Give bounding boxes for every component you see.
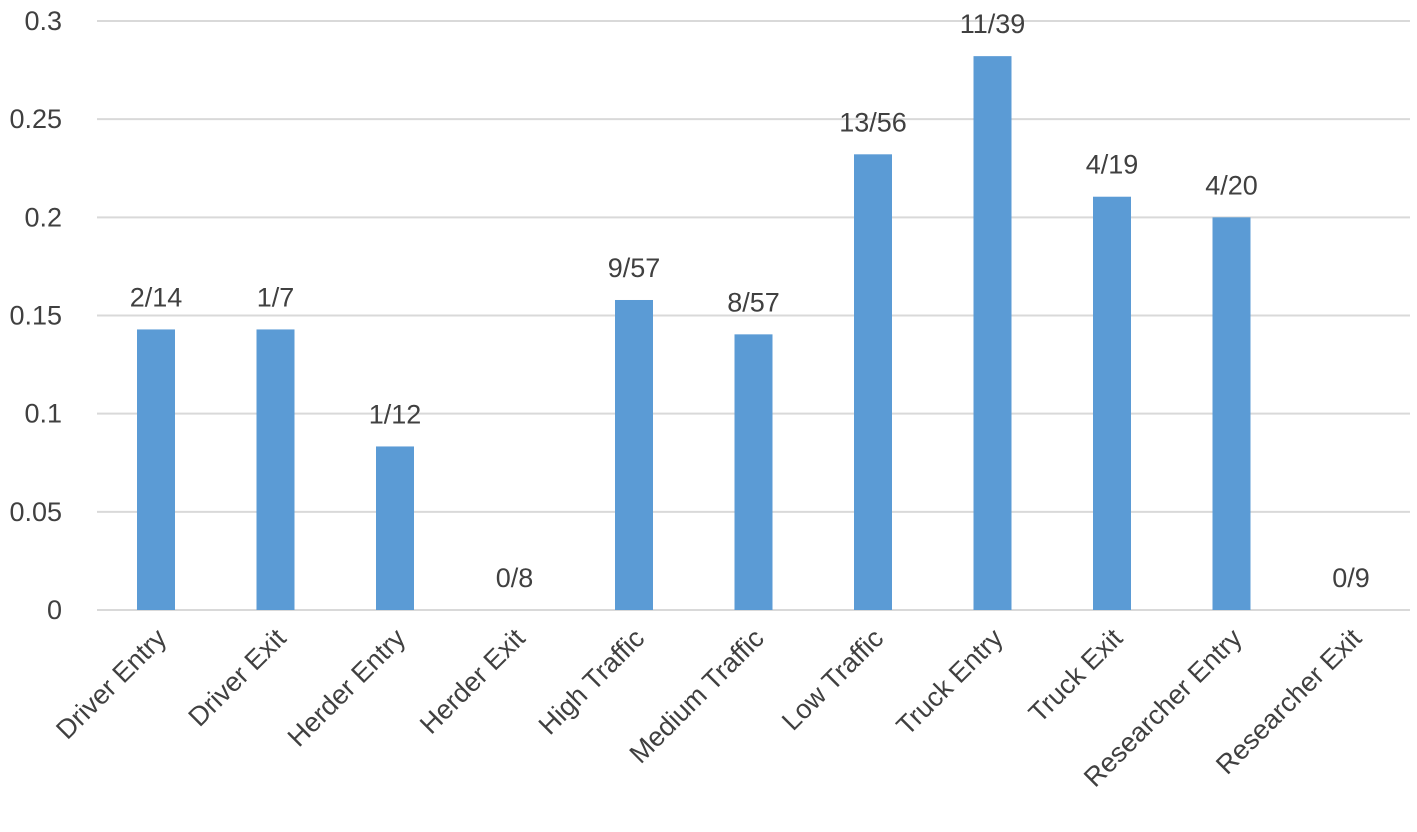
data-label: 0/8 <box>496 563 534 593</box>
category-label: High Traffic <box>533 623 650 740</box>
data-label: 1/12 <box>369 399 422 429</box>
y-tick-label: 0.15 <box>9 301 62 331</box>
y-axis-tick-labels: 0 0.05 0.1 0.15 0.2 0.25 0.3 <box>9 6 62 625</box>
bar <box>973 56 1012 610</box>
data-label: 11/39 <box>960 9 1026 39</box>
data-label: 4/20 <box>1205 170 1258 200</box>
bar <box>1212 217 1251 611</box>
bar <box>1093 196 1131 611</box>
bar <box>734 334 773 610</box>
y-tick-label: 0.1 <box>24 399 62 429</box>
bar <box>854 154 892 610</box>
bars <box>137 56 1251 611</box>
category-label: Truck Entry <box>891 623 1009 741</box>
data-label: 13/56 <box>839 107 907 137</box>
y-tick-label: 0.3 <box>24 6 62 36</box>
data-labels: 2/14 1/7 1/12 0/8 9/57 8/57 13/56 11/39 4/19 4/20… <box>130 9 1370 593</box>
data-label: 4/19 <box>1086 150 1139 180</box>
bar <box>256 329 295 610</box>
bar <box>615 299 653 610</box>
y-tick-label: 0 <box>47 595 62 625</box>
y-tick-label: 0.25 <box>9 104 62 134</box>
bar <box>137 329 175 610</box>
bar <box>376 446 414 610</box>
y-tick-label: 0.2 <box>24 202 62 232</box>
category-label: Driver Entry <box>50 623 172 745</box>
y-tick-label: 0.05 <box>9 497 62 527</box>
data-label: 1/7 <box>257 282 295 312</box>
category-label: Herder Exit <box>414 623 531 740</box>
data-label: 0/9 <box>1332 563 1370 593</box>
data-label: 9/57 <box>608 253 661 283</box>
data-label: 8/57 <box>727 287 780 317</box>
category-label: Low Traffic <box>776 623 889 736</box>
category-label: Truck Exit <box>1023 623 1129 729</box>
category-label: Driver Exit <box>182 623 292 733</box>
data-label: 2/14 <box>130 282 183 312</box>
category-label: Herder Entry <box>282 623 412 753</box>
